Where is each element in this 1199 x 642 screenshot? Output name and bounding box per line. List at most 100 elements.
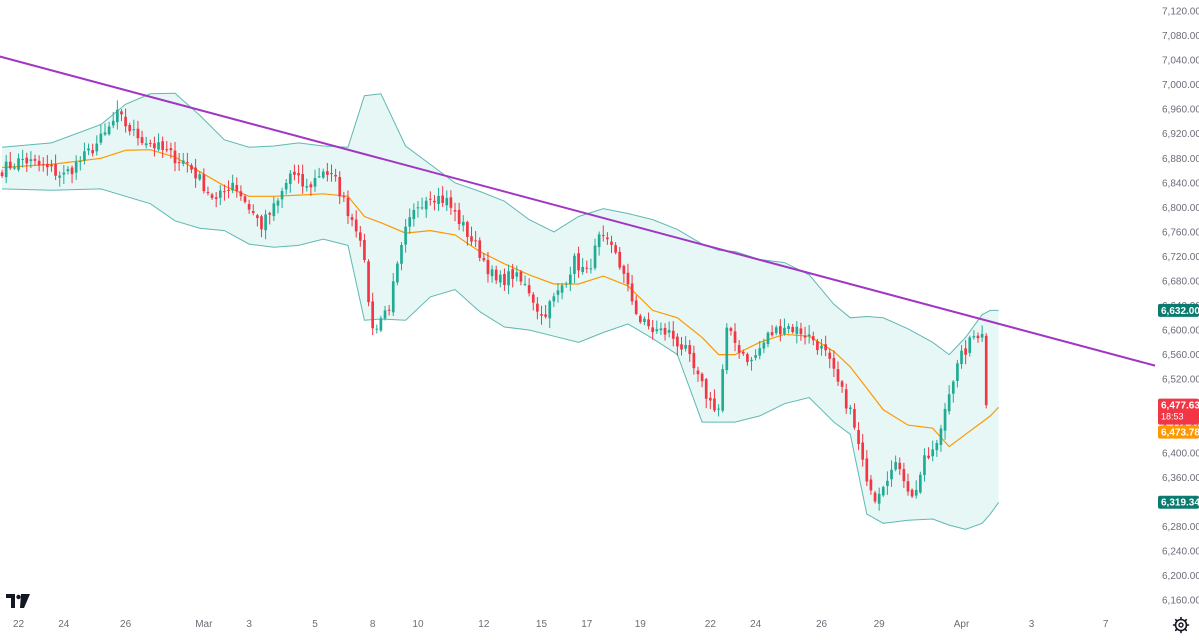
candle <box>363 233 366 263</box>
candle-body <box>140 137 144 143</box>
candle-body <box>107 126 111 135</box>
candle <box>350 213 354 227</box>
x-tick-label: 10 <box>412 619 424 630</box>
candle <box>560 283 564 300</box>
resistance-trendline <box>0 55 1156 367</box>
candle <box>173 141 177 172</box>
candle <box>288 170 292 193</box>
candle <box>256 213 259 227</box>
candle <box>791 323 795 334</box>
candle <box>46 155 49 176</box>
candle <box>128 122 132 136</box>
x-tick-label: 22 <box>13 619 25 630</box>
candle <box>704 377 708 409</box>
candle-body <box>482 258 486 261</box>
candle <box>78 156 82 171</box>
candle-body <box>157 142 160 150</box>
candle <box>58 171 62 187</box>
candle-body <box>651 327 655 333</box>
candle-body <box>111 120 115 126</box>
candle-body <box>91 149 94 154</box>
time-axis[interactable]: 22 24 26 Mar 3 5 8 10 12 15 17 19 22 24 26 29 Apr 3 7 <box>13 619 1109 630</box>
candle <box>428 191 432 206</box>
candle <box>470 226 473 246</box>
candle-body <box>116 109 119 123</box>
candle-body <box>148 142 152 144</box>
candle <box>873 490 877 504</box>
candle-body <box>721 369 725 411</box>
candle <box>630 275 634 305</box>
candle <box>424 196 428 218</box>
candle <box>379 315 383 333</box>
candle <box>527 278 531 297</box>
candle-body <box>461 221 465 226</box>
candle <box>651 320 655 340</box>
gear-icon[interactable] <box>1172 616 1190 634</box>
y-tick-label: 6,400.00 <box>1162 448 1199 459</box>
candle-body <box>659 328 663 331</box>
candle <box>346 190 350 224</box>
candle <box>956 359 959 388</box>
candle <box>577 246 580 278</box>
candle <box>688 340 692 362</box>
candle-body <box>643 318 646 323</box>
trendline-group[interactable] <box>0 53 1156 367</box>
candle <box>680 336 683 356</box>
candle <box>774 325 778 336</box>
candle <box>330 164 333 182</box>
x-tick-label: Apr <box>954 619 970 630</box>
candle-body <box>470 236 473 242</box>
x-tick-label: 3 <box>246 619 252 630</box>
candle <box>301 164 305 194</box>
candle <box>218 184 222 206</box>
candle-body <box>898 462 902 470</box>
candle-body <box>630 283 634 302</box>
candle-body <box>671 330 675 339</box>
y-tick-label: 6,520.00 <box>1162 375 1199 386</box>
candle-body <box>951 381 955 394</box>
candle-body <box>428 198 432 200</box>
candle-body <box>58 175 62 178</box>
candle <box>766 331 770 348</box>
candle-body <box>787 326 790 330</box>
candle-body <box>964 348 967 355</box>
candle-body <box>194 167 197 179</box>
candle-body <box>371 301 375 329</box>
candle-body <box>906 481 910 492</box>
candle-body <box>223 191 226 193</box>
candle-body <box>774 327 778 334</box>
y-tick-label: 6,760.00 <box>1162 227 1199 238</box>
candle <box>461 215 465 232</box>
candle <box>548 299 552 328</box>
candle-body <box>573 255 576 274</box>
candle-body <box>783 327 786 334</box>
candle-body <box>46 163 49 168</box>
candle <box>770 325 774 337</box>
candle-body <box>132 129 136 131</box>
x-tick-label: 29 <box>874 619 886 630</box>
candle <box>540 305 543 325</box>
candle-body <box>293 171 296 175</box>
candle-body <box>21 159 24 161</box>
candle-body <box>527 285 531 294</box>
candle-body <box>83 151 86 161</box>
x-tick-label: 17 <box>581 619 593 630</box>
tradingview-logo-icon[interactable] <box>6 594 30 608</box>
candle <box>844 383 848 414</box>
candle <box>659 322 663 335</box>
candle <box>692 345 696 375</box>
candle-body <box>663 327 667 335</box>
candle <box>601 225 605 242</box>
candle-body <box>947 394 951 412</box>
candle <box>169 142 173 159</box>
candle-body <box>284 182 288 190</box>
moving-average-price-badge: 6,473.78 <box>1158 425 1199 439</box>
candle-body <box>437 195 440 204</box>
candle <box>816 338 819 355</box>
candle-body <box>585 267 589 269</box>
y-tick-label: 6,240.00 <box>1162 546 1199 557</box>
y-tick-label: 6,840.00 <box>1162 178 1199 189</box>
candle-body <box>13 167 16 169</box>
